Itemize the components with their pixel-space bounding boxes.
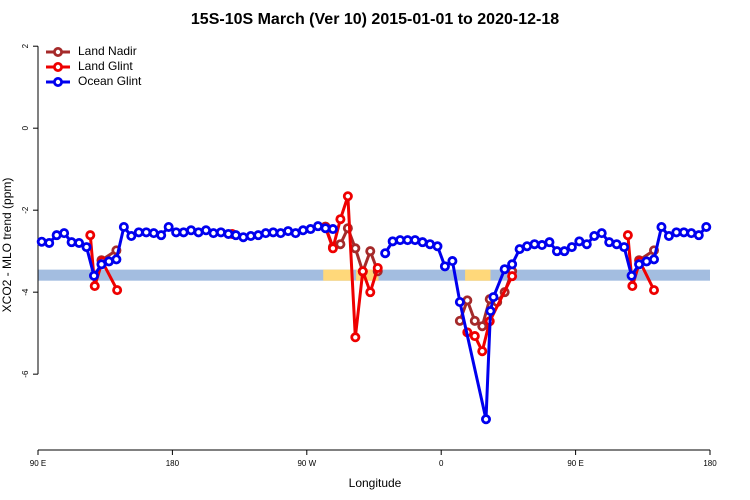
x-tick-label: 180 [703,459,717,468]
data-point [544,237,555,248]
data-point [477,346,488,357]
data-point [89,270,100,281]
data-point [350,332,361,343]
data-point [380,248,391,259]
data-point [298,225,309,236]
x-tick-label: 90 E [567,459,583,468]
x-axis-label: Longitude [349,476,402,490]
data-point [626,270,637,281]
chart-title: 15S-10S March (Ver 10) 2015-01-01 to 202… [191,11,559,28]
data-point [596,228,607,239]
data-point [327,224,338,235]
data-point [480,414,491,425]
legend-label: Ocean Glint [78,74,142,88]
data-point [112,285,123,296]
legend-marker [53,77,64,88]
data-point [357,266,368,277]
data-point [89,281,100,292]
data-point [529,239,540,250]
data-point [335,214,346,225]
y-tick-label: -4 [21,288,30,296]
y-tick-label: -6 [21,370,30,378]
data-point [85,230,96,241]
data-point [365,287,376,298]
data-point [507,271,518,282]
data-point [454,297,465,308]
data-point [649,254,660,265]
data-point [469,315,480,326]
data-point [447,256,458,267]
data-point [245,231,256,242]
data-point [260,228,271,239]
data-point [469,331,480,342]
data-point [81,242,92,253]
highlight [356,269,379,281]
y-tick-label: 2 [21,43,30,48]
data-point [320,223,331,234]
y-axis-label: XCO2 - MLO trend (ppm) [0,178,14,313]
data-point [111,254,122,265]
x-tick-label: 180 [166,459,180,468]
data-point [627,281,638,292]
data-point [649,285,660,296]
data-point [581,239,592,250]
data-point [485,306,496,317]
legend-marker [53,47,64,58]
data-point [387,236,398,247]
data-point [44,237,55,248]
data-point [432,241,443,252]
highlight [323,269,354,281]
data-point [566,242,577,253]
data-point [118,221,129,232]
data-point [622,230,633,241]
data-point [488,292,499,303]
data-point [141,227,152,238]
data-point [335,239,346,250]
highlight [465,269,491,281]
x-tick-label: 0 [439,459,444,468]
data-point [499,264,510,275]
data-point [559,246,570,257]
legend-label: Land Glint [78,59,133,73]
data-point [36,236,47,247]
y-tick-label: 0 [21,125,30,130]
data-point [223,228,234,239]
data-point [663,231,674,242]
data-point [678,227,689,238]
data-point [208,228,219,239]
series-line [383,223,708,420]
legend-label: Land Nadir [78,44,137,58]
data-point [701,221,712,232]
data-point [372,262,383,273]
x-tick-label: 90 W [297,459,316,468]
data-point [350,243,361,254]
data-point [215,227,226,238]
data-point [126,231,137,242]
data-point [238,232,249,243]
data-point [507,259,518,270]
data-point [66,237,77,248]
legend-marker [53,62,64,73]
x-tick-label: 90 E [30,459,46,468]
data-point [619,242,630,253]
data-point [163,221,174,232]
data-point [477,321,488,332]
data-point [342,191,353,202]
data-point [268,227,279,238]
data-point [365,246,376,257]
data-point [439,261,450,272]
data-point [327,243,338,254]
data-point [74,237,85,248]
y-tick-label: -2 [21,206,30,214]
data-point [462,295,473,306]
data-point [156,230,167,241]
data-point [693,230,704,241]
series-line [324,195,380,338]
data-point [656,221,667,232]
data-point [59,228,70,239]
